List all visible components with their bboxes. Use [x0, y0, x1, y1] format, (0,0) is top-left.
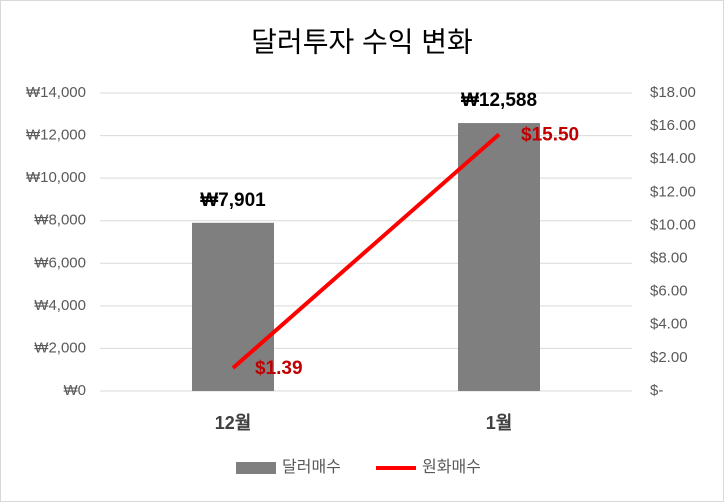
- y2-tick-label: $6.00: [650, 283, 688, 300]
- data-label: ₩7,901: [200, 190, 266, 211]
- y2-tick-label: $18.00: [650, 84, 696, 101]
- data-label: $1.39: [255, 358, 303, 379]
- y-tick-label: ₩14,000: [26, 84, 86, 101]
- line: [231, 132, 501, 370]
- bar: [458, 123, 540, 392]
- y2-tick-label: $10.00: [650, 216, 696, 233]
- y-tick-label: ₩2,000: [34, 339, 86, 356]
- x-tick-label: 1월: [486, 413, 513, 433]
- y2-tick-label: $4.00: [650, 316, 688, 333]
- y-tick-label: ₩4,000: [34, 297, 86, 314]
- y-tick-label: ₩12,000: [26, 127, 86, 144]
- legend-label: 원화매수: [422, 458, 481, 476]
- x-tick-label: 12월: [215, 413, 252, 433]
- data-label: ₩12,588: [461, 90, 537, 111]
- bar: [192, 222, 274, 391]
- legend-label: 달러매수: [282, 458, 341, 476]
- y2-tick-label: $12.00: [650, 183, 696, 200]
- y-tick-label: ₩0: [64, 382, 87, 399]
- y2-tick-label: $-: [650, 382, 663, 399]
- data-label: $15.50: [521, 124, 579, 145]
- y-tick-label: ₩8,000: [34, 212, 86, 229]
- y2-tick-label: $16.00: [650, 117, 696, 134]
- y2-tick-label: $8.00: [650, 250, 688, 267]
- y2-tick-label: $14.00: [650, 150, 696, 167]
- chart-title: 달러투자 수익 변화: [251, 26, 473, 57]
- legend-swatch: [236, 462, 276, 474]
- y2-tick-label: $2.00: [650, 349, 688, 366]
- y-tick-label: ₩10,000: [26, 169, 86, 186]
- y-tick-label: ₩6,000: [34, 254, 86, 271]
